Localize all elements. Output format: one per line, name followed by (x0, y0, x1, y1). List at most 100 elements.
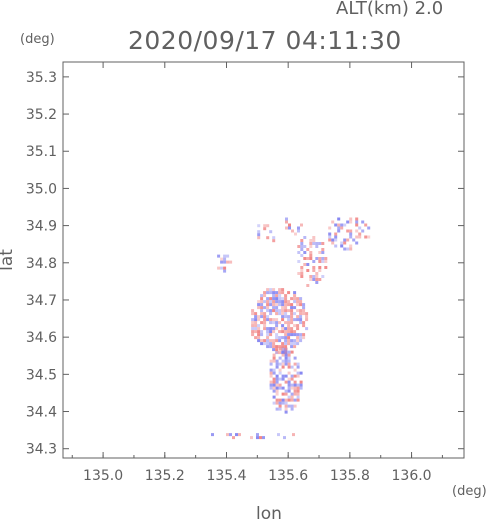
echo-pixel (287, 333, 291, 337)
echo-pixel (284, 380, 288, 384)
echo-pixel (272, 327, 276, 331)
echo-pixel (278, 377, 282, 381)
echo-pixel (269, 339, 273, 343)
echo-pixel (312, 239, 316, 242)
echo-pixel (312, 266, 316, 269)
echo-pixel (272, 356, 276, 360)
echo-pixel (263, 294, 267, 298)
echo-pixel (284, 303, 288, 307)
echo-pixel (293, 345, 297, 349)
echo-pixel (293, 297, 297, 301)
echo-pixel (281, 374, 285, 378)
echo-pixel (355, 241, 359, 245)
echo-pixel (263, 227, 267, 231)
y-tick-label: 34.4 (26, 405, 57, 421)
echo-pixel (269, 321, 273, 325)
echo-pixel (287, 321, 291, 325)
echo-pixel (269, 312, 273, 316)
echo-pixel (324, 266, 328, 269)
echo-pixel (293, 294, 297, 298)
echo-pixel (278, 347, 282, 351)
echo-pixel (281, 327, 285, 331)
echo-pixel (272, 288, 276, 292)
echo-pixel (318, 242, 322, 245)
echo-pixel (266, 345, 270, 349)
echo-pixel (272, 389, 276, 393)
echo-pixel (299, 380, 303, 384)
echo-pixel (260, 306, 264, 310)
echo-pixel (260, 297, 264, 301)
echo-pixel (278, 303, 282, 307)
echo-pixel (272, 386, 276, 390)
echo-pixel (281, 315, 285, 319)
chart-title: 2020/09/17 04:11:30 (128, 26, 402, 55)
echo-pixel (343, 247, 347, 251)
echo-pixel (275, 333, 279, 337)
echo-pixel (269, 297, 273, 301)
echo-pixel (296, 386, 300, 390)
echo-pixel (290, 330, 294, 334)
echo-pixel (290, 312, 294, 316)
echo-pixel (278, 312, 282, 316)
echo-pixel (288, 223, 291, 227)
echo-pixel (299, 312, 303, 316)
echo-pixel (257, 236, 261, 240)
echo-pixel (284, 347, 288, 351)
echo-pixel (355, 235, 359, 239)
echo-pixel (315, 275, 319, 278)
x-tick-label: 135.6 (268, 468, 308, 484)
echo-pixel (358, 226, 362, 230)
echo-pixel (355, 220, 359, 224)
echo-pixel (272, 345, 276, 349)
echo-pixel (340, 226, 344, 230)
echo-pixel (272, 318, 276, 322)
echo-pixel (275, 386, 279, 390)
echo-pixel (275, 389, 279, 393)
echo-pixel (328, 235, 332, 239)
echo-pixel (321, 251, 325, 254)
echo-pixel (269, 371, 273, 375)
echo-pixel (296, 297, 300, 301)
echo-pixel (263, 291, 267, 295)
echo-pixel (300, 266, 304, 269)
echo-pixel (284, 401, 288, 405)
echo-pixel (302, 306, 306, 310)
echo-pixel (281, 345, 285, 349)
echo-pixel (352, 238, 356, 242)
echo-pixel (296, 336, 300, 340)
echo-pixel (275, 306, 279, 310)
echo-pixel (269, 303, 273, 307)
echo-pixel (293, 380, 297, 384)
echo-pixel (334, 235, 338, 239)
echo-pixel (290, 339, 294, 343)
echo-pixel (293, 312, 297, 316)
echo-pixel (284, 321, 288, 325)
echo-pixel (287, 371, 291, 375)
echo-pixel (290, 392, 294, 396)
echo-pixel (284, 300, 288, 304)
echo-pixel (284, 374, 288, 378)
echo-pixel (254, 330, 258, 334)
echo-pixel (300, 275, 304, 278)
echo-pixel (284, 333, 288, 337)
echo-pixel (281, 291, 285, 295)
echo-pixel (272, 306, 276, 310)
echo-pixel (275, 407, 279, 411)
echo-pixel (291, 229, 294, 233)
echo-pixel (299, 339, 303, 343)
echo-pixel (272, 380, 276, 384)
echo-pixel (309, 251, 313, 254)
echo-pixel (281, 362, 285, 366)
echo-pixel (257, 339, 261, 343)
echo-pixel (299, 336, 303, 340)
echo-pixel (260, 312, 264, 316)
echo-pixel (275, 362, 279, 366)
echo-pixel (257, 315, 261, 319)
echo-pixel (287, 291, 291, 295)
echo-pixel (346, 220, 350, 224)
echo-pixel (349, 220, 353, 224)
echo-pixel (331, 220, 335, 224)
echo-pixel (306, 248, 310, 251)
echo-pixel (293, 306, 297, 310)
echo-pixel (293, 324, 297, 328)
